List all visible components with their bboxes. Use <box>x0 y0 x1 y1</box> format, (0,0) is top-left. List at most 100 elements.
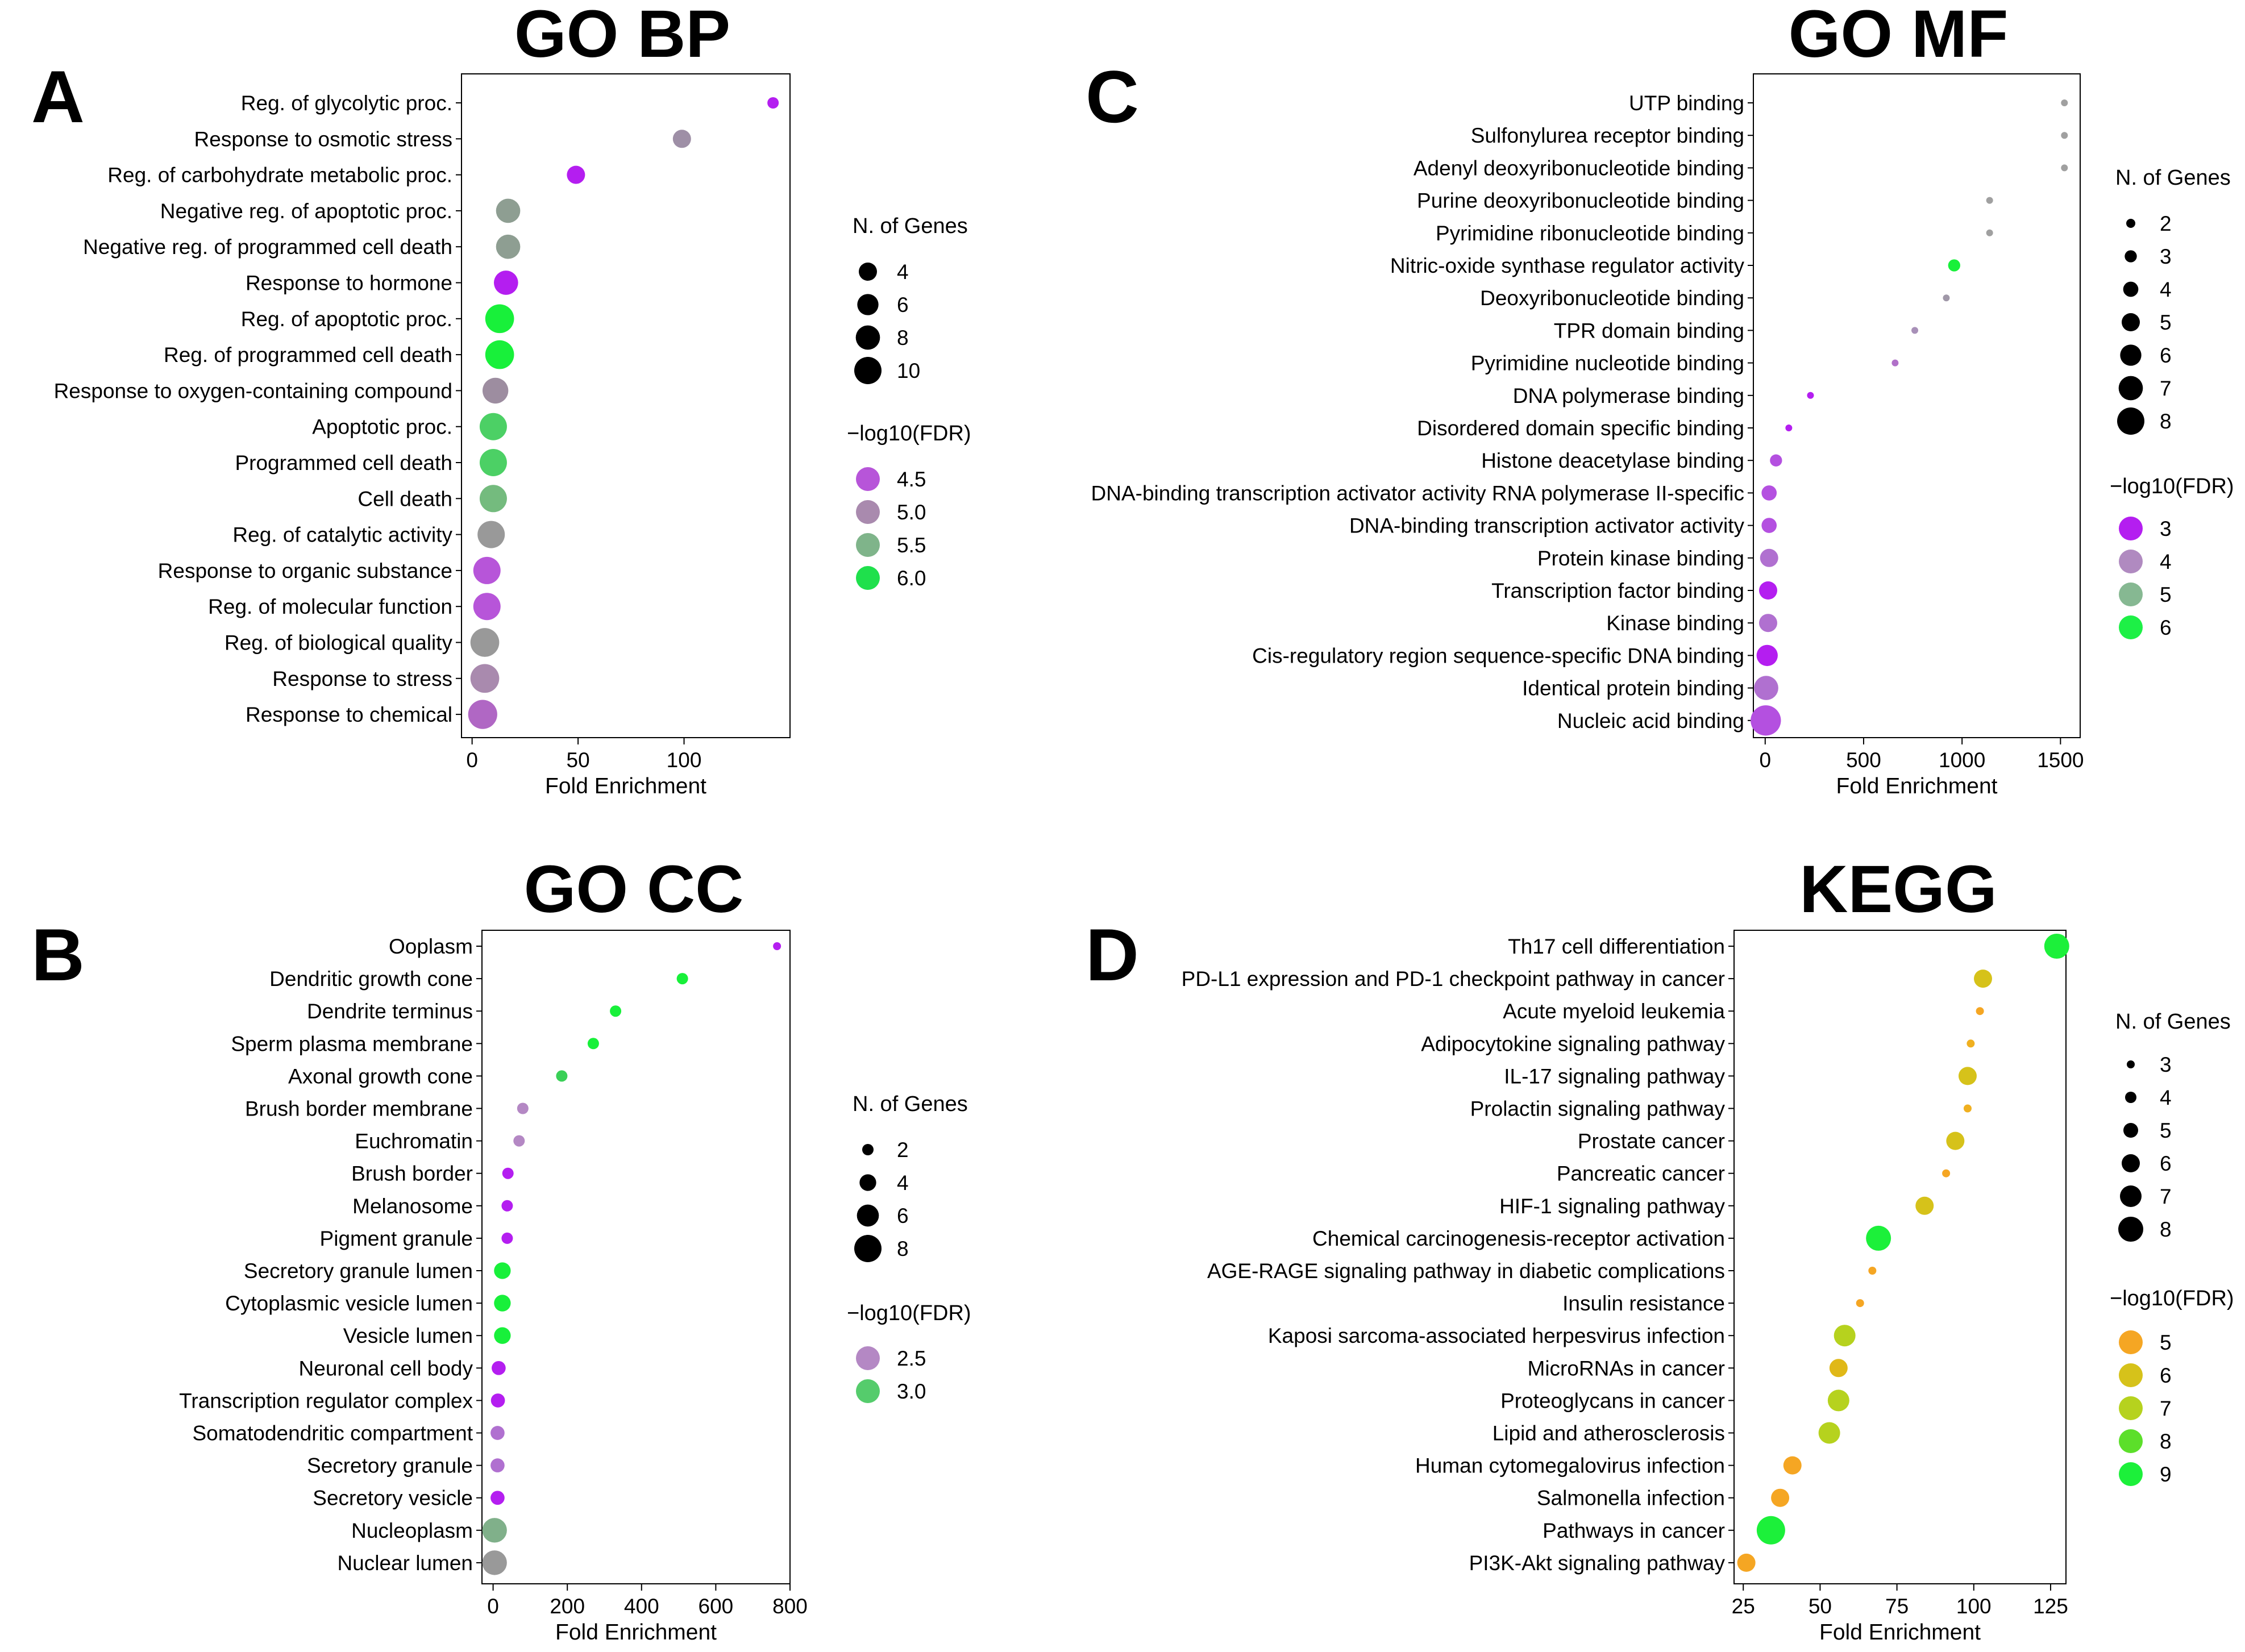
x-tick-label: 800 <box>772 1595 808 1618</box>
data-point <box>676 973 688 985</box>
size-legend-title: N. of Genes <box>2115 166 2231 190</box>
data-point <box>513 1135 525 1147</box>
x-tick-label: 75 <box>1885 1595 1909 1618</box>
category-label: Chemical carcinogenesis-receptor activat… <box>1312 1227 1725 1250</box>
color-legend-title: −log10(FDR) <box>847 1301 971 1325</box>
category-label: Adipocytokine signaling pathway <box>1421 1032 1725 1055</box>
data-point <box>493 271 518 295</box>
data-point <box>1946 1131 1965 1150</box>
data-point <box>468 700 497 729</box>
panel-b: GO CC B Ooplasm Dendritic growth cone Dendri… <box>31 852 971 1645</box>
data-point <box>494 1327 511 1344</box>
x-tick-label: 25 <box>1732 1595 1755 1618</box>
color-legend-label: 6 <box>2160 1364 2172 1387</box>
color-legend-swatch <box>856 467 880 491</box>
data-point <box>479 449 507 476</box>
size-legend-swatch <box>2122 313 2140 331</box>
size-legend-label: 8 <box>2160 1218 2172 1241</box>
category-label: Neuronal cell body <box>299 1356 473 1380</box>
data-point <box>1761 518 1777 533</box>
x-axis-title: Fold Enrichment <box>545 774 706 798</box>
category-label: DNA-binding transcription activator acti… <box>1091 481 1744 505</box>
plot-frame <box>1733 930 2067 1584</box>
category-label: Reg. of programmed cell death <box>164 343 452 367</box>
color-legend-swatch <box>2119 1330 2143 1354</box>
size-legend-label: 2 <box>2160 212 2172 235</box>
category-label: Prostate cancer <box>1578 1130 1725 1153</box>
category-label: Deoxyribonucleotide binding <box>1480 286 1744 310</box>
size-legend-label: 4 <box>2160 1086 2172 1109</box>
category-label: Secretory vesicle <box>313 1487 473 1510</box>
x-tick-label: 500 <box>1846 748 1881 772</box>
data-point <box>485 304 514 334</box>
panel-title: GO BP <box>514 0 730 72</box>
data-point <box>482 1550 507 1575</box>
data-point <box>1827 1389 1849 1412</box>
size-legend-title: N. of Genes <box>853 1092 968 1116</box>
size-legend-label: 8 <box>897 326 909 349</box>
size-legend-swatch <box>2127 1060 2135 1068</box>
category-label: Response to chemical <box>246 703 452 726</box>
category-label: DNA polymerase binding <box>1513 384 1744 407</box>
x-tick-label: 100 <box>667 748 702 772</box>
x-tick-label: 600 <box>699 1595 734 1618</box>
size-legend-label: 8 <box>897 1237 909 1260</box>
color-legend-swatch <box>2119 615 2143 639</box>
panel-letter: B <box>31 913 85 996</box>
category-label: Cell death <box>357 487 452 510</box>
category-label: Kinase binding <box>1606 611 1744 635</box>
category-label: Proteoglycans in cancer <box>1500 1389 1725 1412</box>
plot-frame <box>1753 73 2081 738</box>
data-point <box>767 97 779 109</box>
category-label: Disordered domain specific binding <box>1417 417 1744 440</box>
category-label: Transcription regulator complex <box>179 1389 473 1412</box>
data-point <box>477 521 505 548</box>
data-point <box>1807 392 1814 399</box>
color-legend-label: 5 <box>2160 583 2172 606</box>
category-label: UTP binding <box>1629 91 1744 115</box>
category-label: Dendritic growth cone <box>269 967 473 991</box>
category-label: Prolactin signaling pathway <box>1470 1097 1726 1121</box>
data-point <box>492 1360 506 1375</box>
data-point <box>1943 294 1950 302</box>
category-label: Somatodendritic compartment <box>192 1422 473 1445</box>
panel-letter: C <box>1086 55 1139 138</box>
size-legend-label: 10 <box>897 359 920 382</box>
data-point <box>1761 485 1777 501</box>
data-point <box>2061 132 2068 139</box>
x-tick-label: 125 <box>2033 1595 2068 1618</box>
category-label: Reg. of glycolytic proc. <box>241 91 452 115</box>
size-legend-swatch <box>2125 250 2137 263</box>
category-label: Identical protein binding <box>1522 677 1744 700</box>
x-tick-label: 0 <box>466 748 478 772</box>
data-point <box>1974 969 1992 988</box>
data-point <box>1967 1039 1975 1048</box>
data-point <box>1834 1325 1856 1347</box>
data-point <box>1756 644 1778 667</box>
category-label: Pathways in cancer <box>1543 1519 1725 1542</box>
category-label: Nuclear lumen <box>337 1551 473 1575</box>
data-point <box>1737 1553 1756 1572</box>
data-point <box>1785 425 1793 431</box>
category-label: Insulin resistance <box>1562 1292 1725 1315</box>
plot-frame <box>461 73 791 738</box>
color-legend-swatch <box>2119 582 2143 606</box>
category-label: AGE-RAGE signaling pathway in diabetic c… <box>1207 1259 1725 1283</box>
data-point <box>1911 327 1919 334</box>
size-legend-swatch <box>859 1174 876 1191</box>
category-label: TPR domain binding <box>1554 319 1744 342</box>
category-label: Nitric-oxide synthase regulator activity <box>1390 254 1745 277</box>
category-label: Reg. of molecular function <box>208 595 452 618</box>
x-tick-label: 400 <box>624 1595 659 1618</box>
category-label: Response to organic substance <box>158 559 452 582</box>
data-point <box>482 1518 507 1543</box>
data-point <box>610 1005 622 1017</box>
data-point <box>490 1458 505 1472</box>
category-label: Cytoplasmic vesicle lumen <box>225 1292 473 1315</box>
data-point <box>773 942 781 950</box>
color-legend-label: 4 <box>2160 550 2172 573</box>
data-point <box>482 377 509 404</box>
color-legend-swatch <box>2119 1462 2143 1486</box>
x-tick-label: 0 <box>1759 748 1771 772</box>
